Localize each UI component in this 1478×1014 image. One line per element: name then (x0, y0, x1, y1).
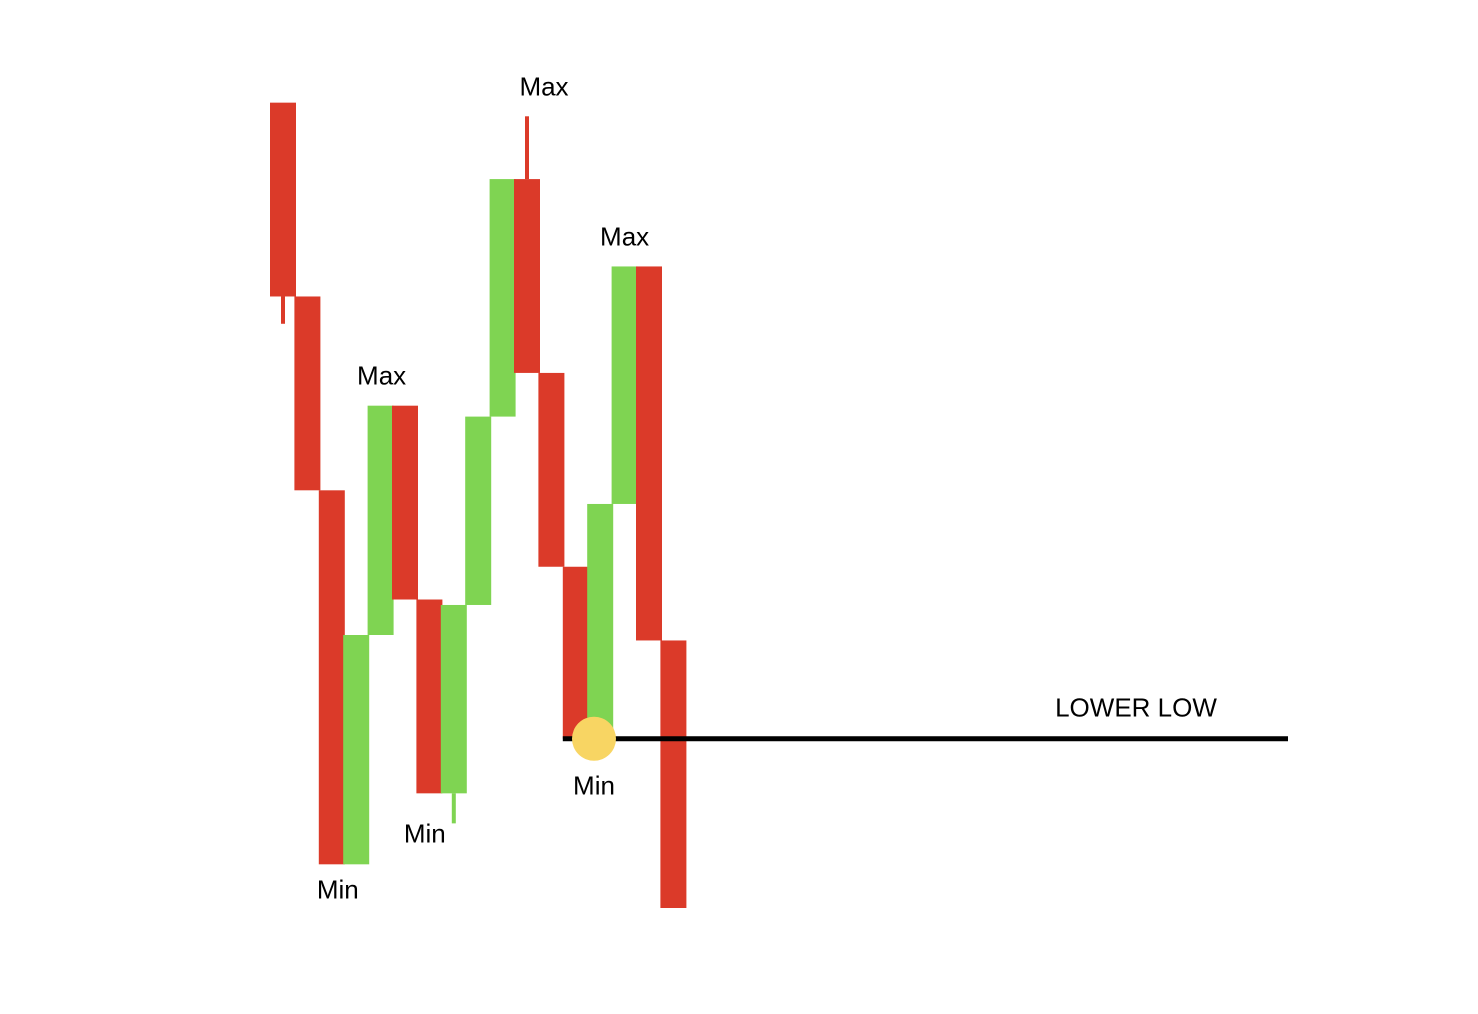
bearish-bar-13 (562, 566, 589, 739)
annotation-layer: Min Max Min Max Min Max (317, 71, 649, 904)
min-label-3: Min (404, 818, 446, 848)
bearish-bar-11 (514, 179, 540, 373)
max-label-2: Max (357, 361, 406, 391)
bearish-bar-6 (392, 405, 418, 600)
bullish-bar-15 (611, 266, 638, 504)
bearish-bar-7 (416, 599, 443, 794)
lower-low-line (562, 736, 1288, 742)
bullish-wick-low-8 (451, 793, 456, 824)
bearish-bar-12 (538, 372, 565, 567)
bullish-bar-4 (343, 635, 370, 865)
bearish-wick-high-11 (525, 116, 529, 180)
bearish-bar-17 (660, 640, 687, 908)
bullish-bar-5 (367, 405, 394, 635)
bars-layer (270, 102, 687, 908)
min-label-5: Min (573, 771, 615, 801)
bullish-bar-8 (440, 604, 467, 794)
bullish-bar-10 (489, 179, 516, 417)
bullish-bar-9 (465, 416, 492, 605)
bearish-wick-low-1 (281, 296, 285, 324)
max-label-6: Max (600, 221, 649, 251)
bearish-bar-2 (294, 296, 321, 491)
bearish-bar-3 (318, 490, 345, 865)
bearish-bar-1 (270, 102, 296, 297)
max-label-4: Max (519, 71, 568, 101)
bullish-bar-14 (587, 503, 614, 739)
reference-line-layer: LOWER LOW (562, 693, 1288, 761)
lower-low-label: LOWER LOW (1055, 693, 1217, 723)
bearish-bar-16 (636, 266, 662, 641)
min-label-1: Min (317, 874, 359, 904)
lower-low-highlight-dot (572, 716, 616, 761)
